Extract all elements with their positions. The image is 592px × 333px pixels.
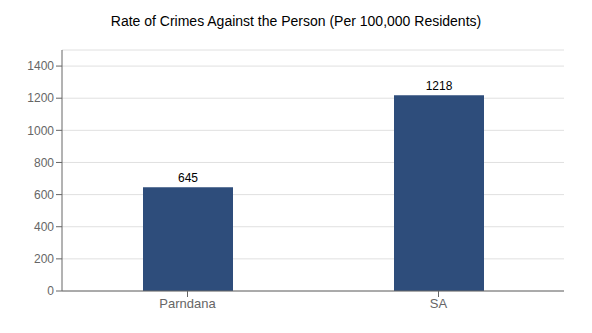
svg-text:1218: 1218 [426,79,453,93]
svg-text:1400: 1400 [27,59,54,73]
html-text:Rate of Crimes Against the Per: Rate of Crimes Against the Person (Per 1… [110,13,482,29]
svg-text:600: 600 [34,188,54,202]
svg-text:1200: 1200 [27,91,54,105]
svg-text:SA: SA [430,296,448,311]
svg-text:1000: 1000 [27,124,54,138]
svg-text:200: 200 [34,252,54,266]
svg-text:645: 645 [178,171,198,185]
svg-text:Parndana: Parndana [159,296,216,311]
svg-text:400: 400 [34,220,54,234]
svg-text:800: 800 [34,156,54,170]
svg-text:0: 0 [47,284,54,298]
